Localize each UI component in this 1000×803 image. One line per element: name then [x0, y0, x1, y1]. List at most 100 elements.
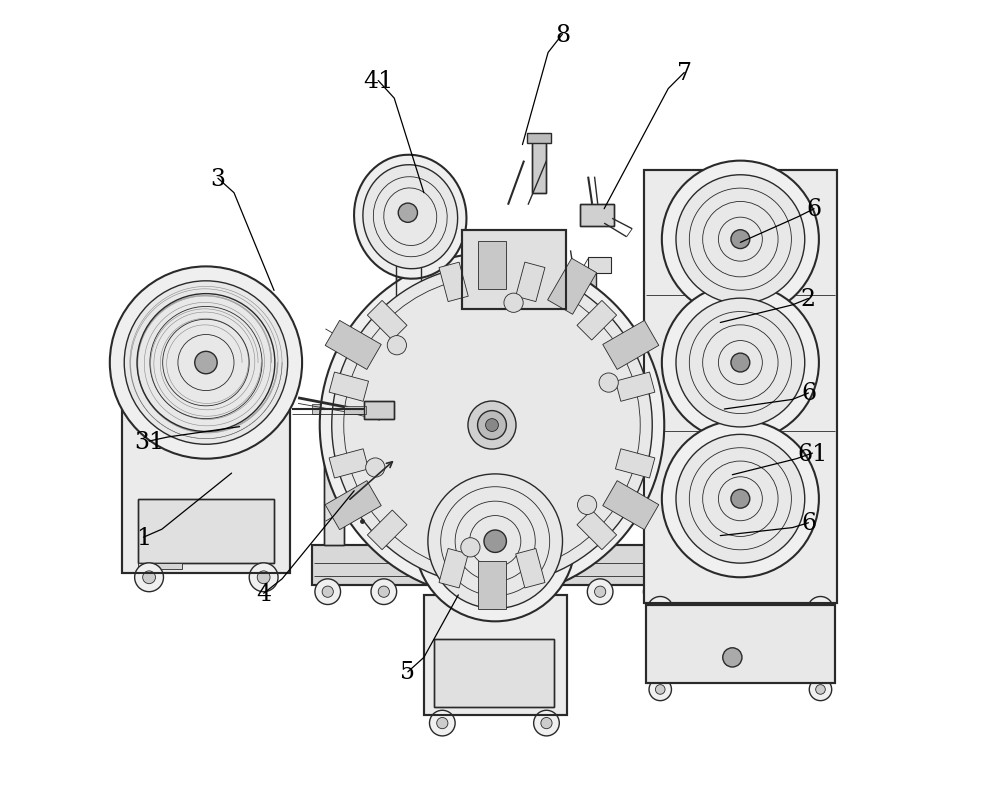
Polygon shape — [577, 301, 617, 340]
Circle shape — [135, 563, 163, 592]
Circle shape — [649, 679, 671, 701]
Bar — [138, 499, 274, 563]
Bar — [344, 406, 366, 414]
Circle shape — [415, 462, 575, 622]
Polygon shape — [478, 242, 506, 289]
Circle shape — [315, 579, 341, 605]
Bar — [462, 231, 566, 309]
Bar — [512, 499, 532, 514]
Circle shape — [662, 421, 819, 577]
Bar — [364, 402, 394, 419]
Bar — [470, 247, 516, 301]
Circle shape — [378, 586, 389, 597]
Bar — [462, 231, 566, 309]
Text: 6: 6 — [807, 198, 822, 221]
Bar — [424, 595, 567, 715]
Bar — [122, 381, 290, 573]
Circle shape — [437, 718, 448, 729]
Circle shape — [366, 459, 385, 478]
Text: 6: 6 — [801, 382, 816, 405]
Bar — [646, 605, 835, 683]
Bar — [458, 491, 478, 506]
Circle shape — [662, 285, 819, 442]
Circle shape — [398, 204, 417, 223]
Bar — [364, 402, 394, 419]
Polygon shape — [367, 511, 407, 550]
Bar — [432, 258, 454, 274]
Circle shape — [195, 352, 217, 374]
Bar — [473, 279, 478, 299]
Circle shape — [486, 419, 498, 432]
Circle shape — [484, 530, 506, 552]
Bar — [532, 141, 546, 194]
Bar — [580, 205, 614, 227]
Circle shape — [595, 586, 606, 597]
Circle shape — [808, 597, 833, 622]
Ellipse shape — [354, 156, 466, 279]
Bar — [644, 171, 837, 603]
Circle shape — [478, 411, 506, 440]
Bar — [646, 605, 835, 683]
Bar — [324, 402, 344, 545]
Bar — [312, 405, 325, 414]
Circle shape — [387, 336, 406, 356]
Circle shape — [479, 579, 505, 605]
Circle shape — [468, 402, 516, 450]
Circle shape — [655, 685, 665, 695]
Bar — [656, 615, 824, 675]
Bar — [138, 563, 182, 569]
Circle shape — [428, 475, 562, 609]
Polygon shape — [615, 373, 655, 402]
Polygon shape — [615, 449, 655, 479]
Polygon shape — [478, 561, 506, 609]
Text: 5: 5 — [400, 661, 415, 683]
Bar — [644, 402, 664, 545]
Text: 4: 4 — [256, 582, 271, 605]
Text: 31: 31 — [134, 430, 164, 453]
Circle shape — [676, 434, 805, 564]
Bar — [336, 405, 349, 414]
Circle shape — [643, 579, 669, 605]
Circle shape — [816, 685, 825, 695]
Bar — [489, 279, 494, 299]
Bar — [360, 405, 373, 414]
Circle shape — [504, 294, 523, 313]
Bar — [434, 639, 554, 707]
Circle shape — [124, 282, 288, 445]
Circle shape — [731, 230, 750, 249]
Ellipse shape — [363, 165, 458, 269]
Polygon shape — [329, 449, 369, 479]
Bar — [312, 545, 668, 585]
Polygon shape — [439, 548, 468, 589]
Bar — [527, 134, 551, 144]
Circle shape — [587, 579, 613, 605]
Polygon shape — [325, 321, 381, 370]
Circle shape — [486, 586, 498, 597]
Circle shape — [143, 571, 155, 584]
Circle shape — [110, 267, 302, 459]
Circle shape — [599, 373, 618, 393]
Polygon shape — [325, 481, 381, 530]
Bar — [574, 333, 596, 349]
Bar — [396, 235, 421, 329]
Circle shape — [534, 711, 559, 736]
Bar — [481, 279, 486, 299]
Bar — [592, 361, 612, 376]
Text: 8: 8 — [555, 23, 570, 47]
Polygon shape — [329, 373, 369, 402]
Circle shape — [320, 254, 664, 597]
Bar — [378, 324, 398, 339]
Polygon shape — [516, 548, 545, 589]
Bar — [434, 639, 554, 707]
Bar — [424, 595, 567, 715]
Text: 2: 2 — [801, 287, 816, 311]
Bar — [580, 205, 614, 227]
Circle shape — [647, 597, 673, 622]
Text: 41: 41 — [363, 70, 393, 93]
Bar — [588, 258, 611, 274]
Circle shape — [731, 353, 750, 373]
Polygon shape — [516, 263, 545, 302]
Circle shape — [655, 604, 666, 615]
Bar — [568, 272, 596, 289]
Circle shape — [371, 579, 397, 605]
